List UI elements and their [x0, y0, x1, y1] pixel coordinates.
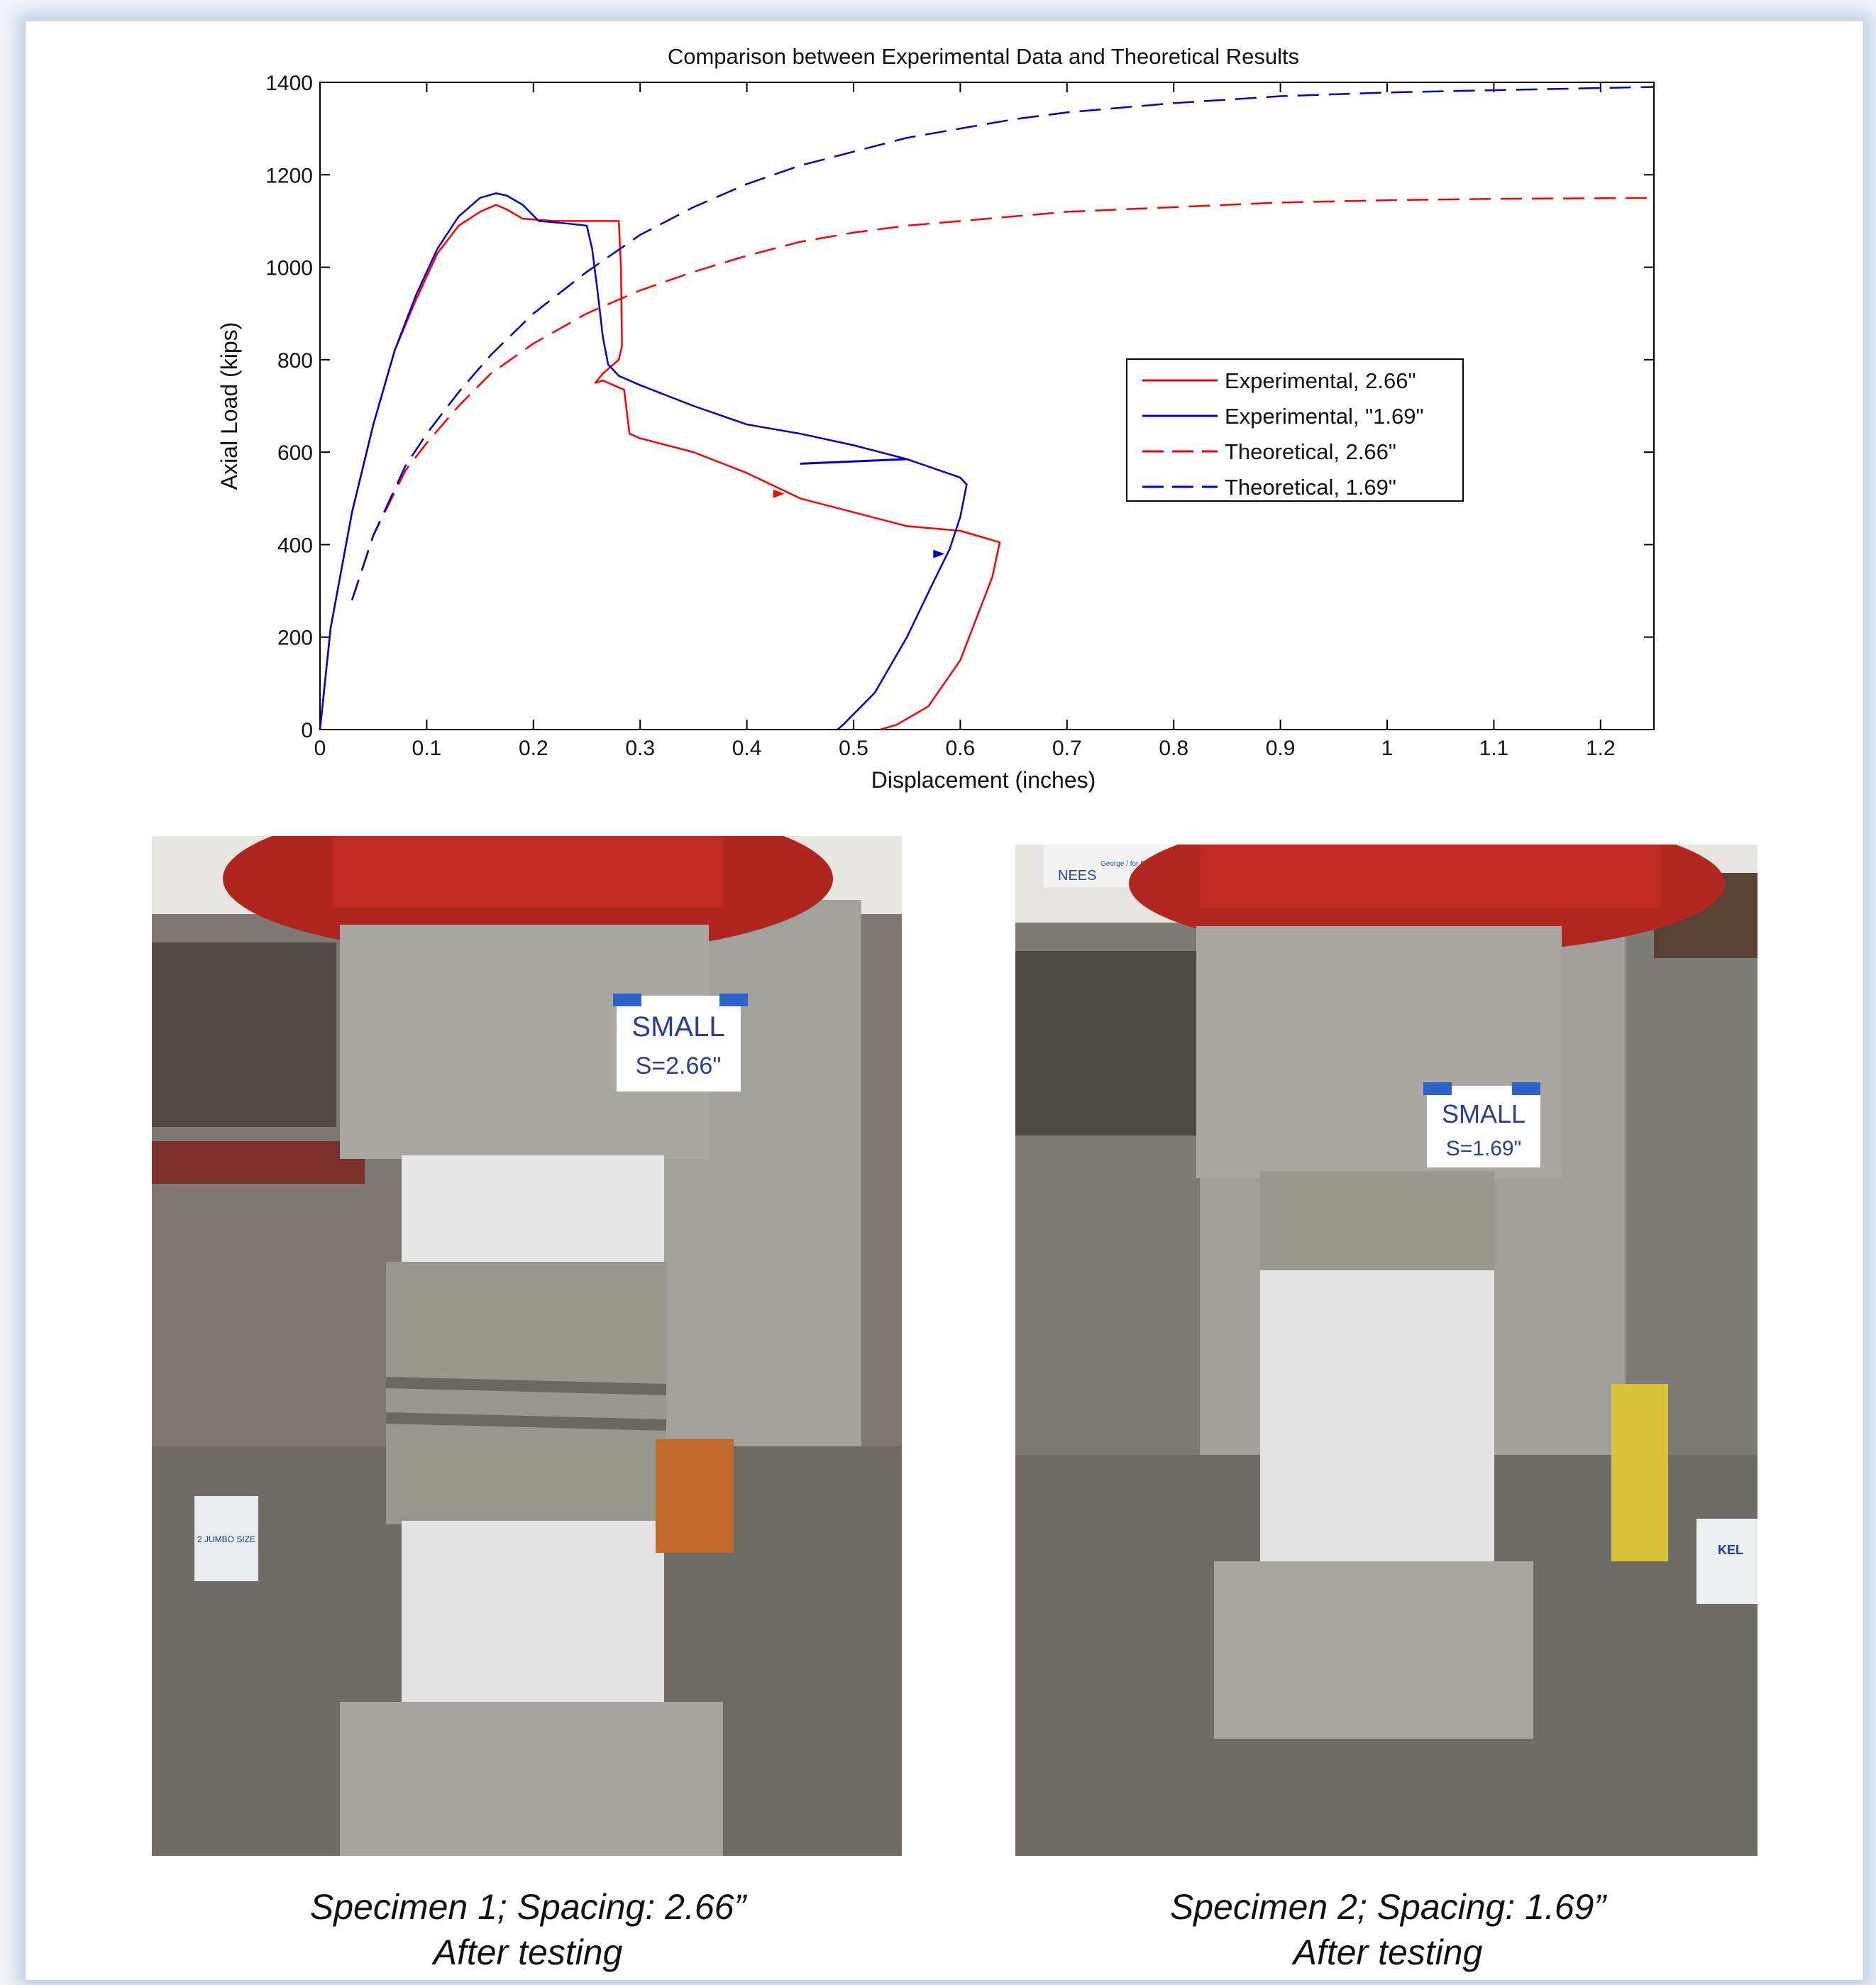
nees-sign-sub: George / for Earthqua [1100, 860, 1169, 868]
legend-box [1126, 358, 1464, 502]
x-axis-label: Displacement (inches) [871, 767, 1096, 793]
ticks: 0 0.1 0.2 0.3 0.4 0.5 0.6 0.7 0.8 0.9 1 1.1 1.2 0 200 4… [265, 72, 1654, 760]
legend-label-theo-169: Theoretical, 1.69" [1225, 475, 1396, 500]
bucket-label-2: KEL [1718, 1543, 1743, 1557]
series-arrow-marker-0 [773, 489, 785, 498]
specimen-1-caption: Specimen 1; Spacing: 2.66” After testing [223, 1884, 833, 1975]
specimen-2-caption-line2: After testing [1293, 1932, 1483, 1972]
x-tick-label: 0 [314, 737, 326, 760]
specimen-1-caption-line1: Specimen 1; Spacing: 2.66” [309, 1887, 746, 1927]
legend-entry-theo-169: Theoretical, 1.69" [1142, 475, 1396, 500]
specimen-2-photo: NEES George / for Earthqua KEL SMALL S=1… [1015, 845, 1758, 1856]
label-card-2-line2: S=1.69" [1446, 1137, 1522, 1160]
label-card-1 [617, 996, 741, 1092]
x-tick-label: 0.8 [1159, 737, 1188, 760]
series [319, 86, 1655, 731]
specimen-2-caption-line1: Specimen 2; Spacing: 1.69” [1169, 1887, 1606, 1927]
y-tick-label: 400 [277, 534, 313, 557]
base-block [340, 1702, 723, 1856]
y-tick-label: 1400 [265, 72, 313, 95]
y-tick-label: 0 [301, 719, 313, 742]
x-tick-label: 0.1 [412, 737, 442, 760]
series-line-2 [351, 197, 1655, 600]
series-line-1 [319, 192, 968, 730]
crushed-zone [1260, 1171, 1494, 1285]
y-axis-label: Axial Load (kips) [216, 322, 242, 490]
figure-panel: Comparison between Experimental Data and… [24, 20, 1865, 1981]
x-tick-label: 1.2 [1586, 737, 1616, 760]
legend-label-exp-169: Experimental, "1.69" [1225, 404, 1423, 429]
series-extra-segment-1 [800, 458, 907, 465]
y-tick-label: 1200 [265, 164, 313, 187]
x-tick-label: 0.7 [1052, 737, 1082, 760]
bucket-label-1: 2 JUMBO SIZE [197, 1534, 255, 1544]
legend-entry-exp-169: Experimental, "1.69" [1142, 404, 1423, 429]
legend-label-exp-266: Experimental, 2.66" [1225, 368, 1416, 393]
y-tick-label: 200 [277, 627, 313, 650]
speckled-panel [1260, 1270, 1494, 1568]
base-block [1214, 1561, 1533, 1739]
specimen-2-caption: Specimen 2; Spacing: 1.69” After testing [1069, 1884, 1707, 1975]
x-tick-label: 0.3 [625, 737, 655, 760]
specimen-1-illustration: 2 JUMBO SIZE SMALL S=2.66" [152, 836, 902, 1856]
x-tick-label: 0.4 [732, 737, 762, 760]
x-tick-label: 0.6 [946, 737, 976, 760]
y-tick-label: 600 [277, 441, 313, 465]
specimen-1-photo: 2 JUMBO SIZE SMALL S=2.66" [152, 836, 902, 1856]
x-tick-label: 0.9 [1266, 737, 1296, 760]
label-card-1-line2: S=2.66" [636, 1052, 722, 1079]
y-tick-label: 1000 [265, 257, 313, 280]
series-line-0 [319, 204, 1001, 731]
x-tick-label: 0.5 [839, 737, 868, 760]
series-arrow-marker-1 [933, 549, 945, 559]
legend-label-theo-266: Theoretical, 2.66" [1225, 439, 1396, 464]
nees-sign-text: NEES [1058, 868, 1096, 884]
chart: Comparison between Experimental Data and… [216, 44, 1655, 793]
label-card-2-line1: SMALL [1442, 1099, 1525, 1128]
x-tick-label: 1.1 [1479, 737, 1509, 760]
label-card-2 [1427, 1086, 1540, 1167]
speckled-lower [402, 1521, 664, 1705]
specimen-1-caption-line2: After testing [433, 1932, 623, 1972]
legend-entry-theo-266: Theoretical, 2.66" [1142, 439, 1396, 464]
x-tick-label: 0.2 [519, 737, 548, 760]
speckled-upper [402, 1155, 664, 1269]
legend-entry-exp-266: Experimental, 2.66" [1142, 368, 1416, 393]
chart-title: Comparison between Experimental Data and… [668, 44, 1299, 69]
specimen-2-illustration: NEES George / for Earthqua KEL SMALL S=1… [1015, 845, 1758, 1856]
y-tick-label: 800 [277, 349, 313, 373]
x-tick-label: 1 [1381, 737, 1394, 760]
label-card-1-line1: SMALL [631, 1011, 724, 1043]
legend: Experimental, 2.66" Experimental, "1.69"… [1126, 358, 1464, 502]
